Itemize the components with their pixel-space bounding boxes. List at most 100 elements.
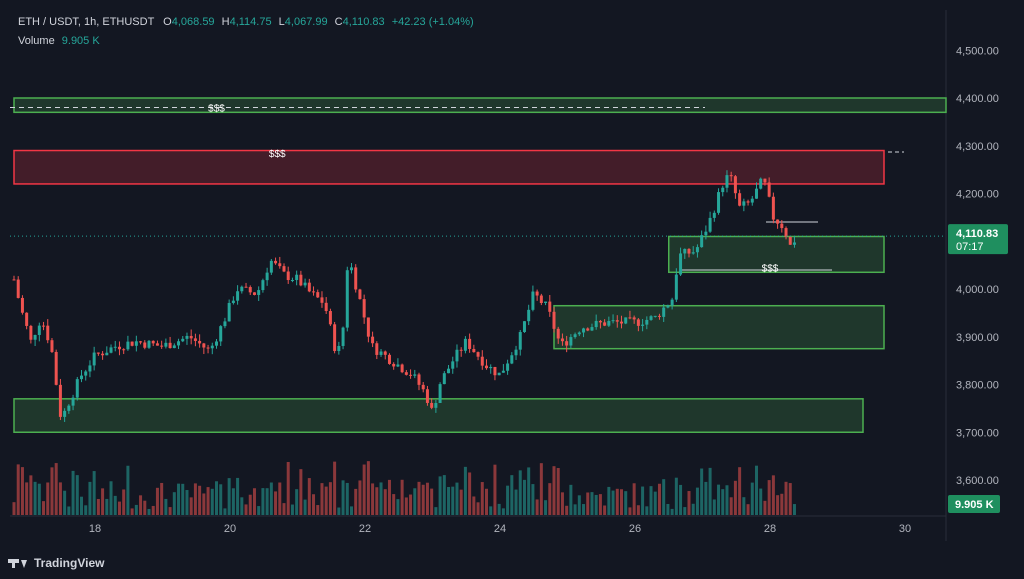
candle — [417, 374, 421, 385]
candle — [447, 368, 451, 374]
volume-bar — [42, 501, 46, 515]
liquidity-label: $$$ — [762, 264, 779, 275]
candle — [645, 319, 649, 325]
candle — [122, 349, 126, 351]
candle — [354, 267, 358, 290]
volume-bar — [193, 483, 197, 515]
volume-bar — [46, 482, 50, 515]
candle — [573, 334, 577, 338]
candle — [84, 371, 88, 376]
candle — [725, 175, 729, 188]
volume-bar — [653, 491, 657, 515]
plot-background — [10, 10, 946, 541]
volume-bar — [472, 496, 476, 515]
candle — [392, 363, 396, 367]
candle — [476, 352, 480, 357]
candle — [531, 291, 535, 310]
volume-bar — [771, 475, 775, 515]
volume-bar — [269, 482, 273, 515]
candle — [312, 291, 316, 293]
volume-bar — [396, 499, 400, 515]
candle — [552, 311, 556, 329]
candle — [63, 410, 67, 417]
volume-bar — [227, 478, 231, 515]
volume-bar — [316, 505, 320, 515]
candle — [265, 272, 269, 281]
candle — [700, 235, 704, 248]
candle — [666, 305, 670, 308]
volume-bar — [742, 497, 746, 515]
candle — [130, 341, 134, 346]
candle — [168, 342, 172, 349]
candle — [425, 389, 429, 403]
volume-bar — [189, 497, 193, 515]
volume-bar — [632, 483, 636, 515]
volume-bar — [687, 491, 691, 515]
volume-bar — [755, 465, 758, 515]
candle — [708, 217, 712, 232]
candle — [147, 340, 151, 348]
volume-bar — [400, 479, 404, 515]
candle — [480, 356, 484, 366]
candle — [396, 364, 400, 367]
volume-bar — [788, 483, 792, 515]
candle — [780, 223, 784, 229]
candle — [324, 302, 328, 312]
candle — [71, 397, 75, 406]
volume-bar — [223, 508, 227, 515]
candle — [278, 263, 282, 267]
candle — [670, 299, 674, 306]
volume-bar — [29, 475, 33, 515]
volume-bar — [489, 506, 493, 515]
volume-bar — [371, 483, 375, 515]
volume-bar — [350, 506, 353, 515]
candle — [50, 340, 54, 352]
candle — [582, 328, 586, 333]
candle — [594, 320, 598, 328]
volume-bar — [172, 492, 176, 515]
low-label: L — [278, 16, 285, 28]
volume-bar — [522, 479, 526, 515]
volume-bar — [210, 488, 214, 515]
volume-bar — [527, 467, 531, 515]
volume-bar — [185, 490, 189, 515]
candle — [489, 366, 493, 369]
candle — [67, 405, 71, 411]
candle — [569, 337, 573, 346]
close-label: C — [334, 16, 343, 28]
volume-bar — [548, 483, 552, 515]
candle — [738, 193, 742, 206]
candle — [746, 201, 750, 203]
candle — [75, 379, 79, 398]
volume-bar — [206, 487, 210, 515]
candle — [316, 292, 320, 298]
candle — [366, 317, 370, 337]
volume-bar — [704, 481, 708, 515]
candle — [341, 327, 345, 346]
candle — [577, 332, 581, 335]
volume-bar — [105, 498, 109, 515]
candle — [181, 338, 185, 342]
candle — [269, 260, 273, 273]
x-tick-label: 26 — [629, 523, 641, 535]
candle — [501, 370, 505, 373]
volume-bar — [67, 506, 71, 515]
candle — [717, 192, 721, 213]
volume-bar — [552, 466, 556, 515]
volume-bar — [282, 503, 286, 515]
candle — [459, 349, 463, 351]
volume-bar — [603, 505, 607, 515]
candle — [657, 315, 661, 317]
candle — [763, 178, 767, 183]
candle — [20, 297, 24, 313]
candle — [282, 266, 286, 272]
volume-bar — [573, 504, 577, 515]
volume-bar — [375, 487, 379, 515]
candle — [375, 343, 379, 355]
volume-bar — [556, 467, 560, 515]
volume-bar — [421, 484, 425, 515]
candle — [691, 252, 695, 254]
volume-bar — [147, 508, 151, 515]
